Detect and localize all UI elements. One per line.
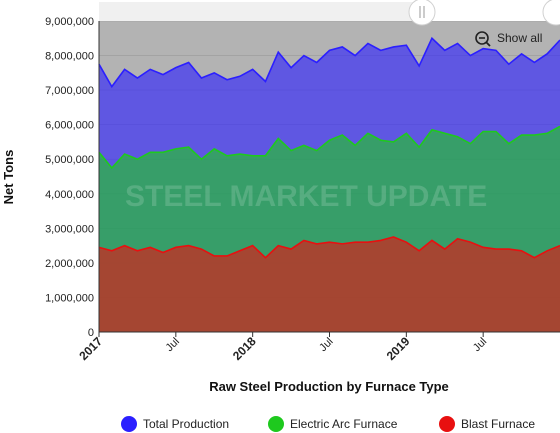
y-tick-label: 8,000,000 xyxy=(45,51,94,63)
y-tick-label: 3,000,000 xyxy=(45,223,94,235)
legend-swatch xyxy=(439,416,455,432)
x-tick-label: 2018 xyxy=(230,334,259,363)
show-all-label[interactable]: Show all xyxy=(497,31,542,45)
x-tick-label: 2017 xyxy=(76,334,105,363)
y-tick-label: 7,000,000 xyxy=(45,85,94,97)
y-axis-title: Net Tons xyxy=(1,150,16,205)
x-axis: 2017 Jul 2018 Jul 2019 Jul xyxy=(76,331,560,363)
navigator-left-handle[interactable] xyxy=(408,0,436,26)
y-tick-label: 6,000,000 xyxy=(45,120,94,132)
x-tick-label: Jul xyxy=(471,336,489,354)
y-axis: 0 1,000,000 2,000,000 3,000,000 4,000,000 5,0… xyxy=(45,16,100,339)
navigator-selection[interactable] xyxy=(418,2,560,21)
range-navigator[interactable] xyxy=(99,0,560,26)
y-tick-label: 0 xyxy=(88,327,94,339)
series-areas xyxy=(98,36,560,332)
watermark-text: STEEL MARKET UPDATE xyxy=(125,180,487,213)
y-tick-label: 4,000,000 xyxy=(45,189,94,201)
zoom-out-icon-handle xyxy=(485,41,491,47)
series-area-blast-furnace xyxy=(99,236,560,332)
legend-item-total-production[interactable]: Total Production xyxy=(121,416,229,432)
series-line-electric-arc-furnace xyxy=(98,125,560,170)
series-line-total-production xyxy=(98,36,560,89)
legend-swatch xyxy=(121,416,137,432)
x-axis-title: Raw Steel Production by Furnace Type xyxy=(209,379,449,394)
x-tick-label: Jul xyxy=(164,336,182,354)
legend-label: Electric Arc Furnace xyxy=(290,417,398,431)
legend-item-electric-arc-furnace[interactable]: Electric Arc Furnace xyxy=(268,416,398,432)
legend-label: Total Production xyxy=(143,417,229,431)
x-tick-label: Jul xyxy=(317,336,335,354)
y-tick-label: 2,000,000 xyxy=(45,258,94,270)
legend-label: Blast Furnace xyxy=(461,417,535,431)
legend-swatch xyxy=(268,416,284,432)
navigator-right-handle[interactable] xyxy=(542,0,560,26)
y-tick-label: 9,000,000 xyxy=(45,16,94,28)
show-all-button[interactable]: Show all xyxy=(475,31,542,47)
y-tick-label: 5,000,000 xyxy=(45,154,94,166)
zoom-out-icon xyxy=(475,31,489,45)
x-tick-label: 2019 xyxy=(384,334,413,363)
legend: Total Production Electric Arc Furnace Blas… xyxy=(121,416,535,432)
series-line-blast-furnace xyxy=(98,236,560,259)
y-tick-label: 1,000,000 xyxy=(45,292,94,304)
legend-item-blast-furnace[interactable]: Blast Furnace xyxy=(439,416,535,432)
